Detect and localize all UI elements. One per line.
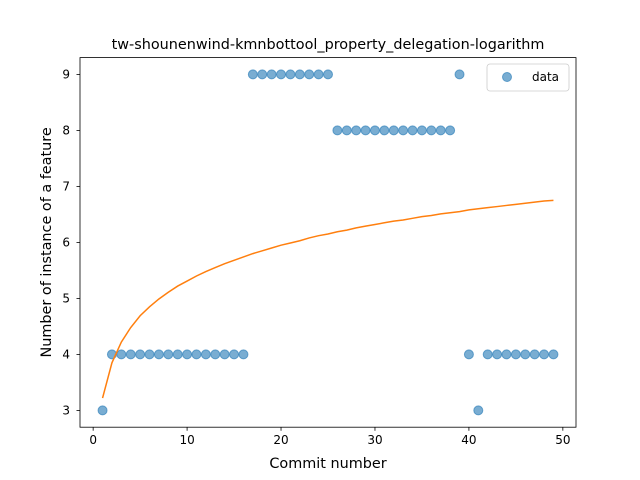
data-point <box>313 69 324 80</box>
x-tick-label: 0 <box>89 433 97 447</box>
data-point <box>276 69 287 80</box>
chart-title: tw-shounenwind-kmnbottool_property_deleg… <box>112 37 545 53</box>
data-point <box>548 349 559 360</box>
data-point <box>200 349 211 360</box>
y-tick-label: 8 <box>62 124 70 138</box>
data-point <box>539 349 550 360</box>
legend: data <box>486 63 570 92</box>
y-tick-label: 7 <box>62 180 70 194</box>
fit-line <box>101 199 554 399</box>
y-tick-label: 6 <box>62 236 70 250</box>
data-point <box>125 349 136 360</box>
data-point <box>163 349 174 360</box>
legend-label: data <box>532 70 559 84</box>
data-point <box>247 69 258 80</box>
y-tick-label: 3 <box>62 404 70 418</box>
data-point <box>510 349 521 360</box>
data-point <box>191 349 202 360</box>
data-point <box>285 69 296 80</box>
x-axis: 0 10 20 30 40 50 <box>89 427 570 447</box>
data-point <box>238 349 249 360</box>
y-axis: 3 4 5 6 7 8 9 <box>62 68 80 418</box>
x-tick-label: 50 <box>555 433 570 447</box>
data-point <box>153 349 164 360</box>
data-point <box>294 69 305 80</box>
x-tick-label: 10 <box>179 433 194 447</box>
data-point <box>116 349 127 360</box>
x-tick-label: 40 <box>461 433 476 447</box>
data-point <box>210 349 221 360</box>
y-tick-label: 5 <box>62 292 70 306</box>
data-point <box>323 69 333 80</box>
data-point <box>407 125 418 136</box>
y-tick-label: 9 <box>62 68 70 82</box>
data-point <box>219 349 230 360</box>
data-point <box>379 125 390 136</box>
data-point <box>426 125 437 136</box>
data-point <box>416 125 427 136</box>
data-point <box>304 69 315 80</box>
data-point <box>332 125 343 136</box>
data-point <box>473 405 484 416</box>
data-point <box>341 125 352 136</box>
y-tick-label: 4 <box>62 348 70 362</box>
legend-box <box>486 63 570 92</box>
data-point <box>445 125 456 136</box>
data-point <box>520 349 531 360</box>
data-point <box>501 349 512 360</box>
data-point <box>398 125 409 136</box>
data-point <box>144 349 155 360</box>
data-point <box>360 125 371 136</box>
data-point <box>369 125 380 136</box>
data-point <box>172 349 183 360</box>
data-point <box>388 125 399 136</box>
y-axis-label: Number of instance of a feature <box>39 127 55 357</box>
data-point <box>529 349 540 360</box>
data-point <box>135 349 146 360</box>
data-point <box>482 349 493 360</box>
data-point <box>266 69 277 80</box>
data-point <box>454 69 465 80</box>
data-point <box>435 125 446 136</box>
x-tick-label: 20 <box>273 433 288 447</box>
data-point <box>351 125 362 136</box>
data-point <box>229 349 240 360</box>
x-axis-label: Commit number <box>269 456 386 472</box>
legend-marker <box>502 72 512 82</box>
data-point <box>463 349 474 360</box>
data-point <box>182 349 193 360</box>
data-point <box>257 69 268 80</box>
data-point <box>97 405 108 416</box>
data-point <box>492 349 503 360</box>
plot-marks <box>97 69 559 416</box>
x-tick-label: 30 <box>367 433 382 447</box>
